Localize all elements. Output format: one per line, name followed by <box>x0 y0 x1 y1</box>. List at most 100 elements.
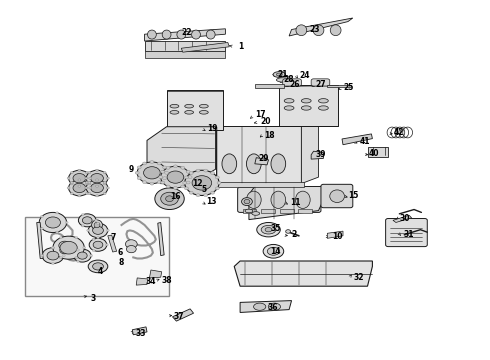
Text: 32: 32 <box>353 273 364 282</box>
Circle shape <box>89 238 107 251</box>
Circle shape <box>189 191 193 194</box>
Circle shape <box>95 219 98 221</box>
Ellipse shape <box>301 99 311 103</box>
Ellipse shape <box>199 104 208 108</box>
Circle shape <box>196 169 200 172</box>
Ellipse shape <box>88 260 108 273</box>
Text: 8: 8 <box>119 258 124 266</box>
Ellipse shape <box>296 25 307 36</box>
Circle shape <box>96 185 98 187</box>
Ellipse shape <box>246 191 261 208</box>
Ellipse shape <box>93 263 103 270</box>
Text: 27: 27 <box>316 80 326 89</box>
Circle shape <box>188 176 192 179</box>
Circle shape <box>150 161 154 163</box>
Polygon shape <box>393 215 412 222</box>
Circle shape <box>41 255 44 257</box>
Circle shape <box>85 187 88 189</box>
Circle shape <box>163 177 167 180</box>
Ellipse shape <box>92 220 102 230</box>
Circle shape <box>78 179 81 181</box>
Circle shape <box>96 179 98 181</box>
Circle shape <box>137 177 141 180</box>
Text: 16: 16 <box>170 192 181 201</box>
Circle shape <box>59 237 62 239</box>
FancyBboxPatch shape <box>386 219 427 247</box>
Text: 29: 29 <box>259 154 270 163</box>
Circle shape <box>166 166 170 169</box>
Circle shape <box>192 176 212 190</box>
Circle shape <box>184 187 188 190</box>
Ellipse shape <box>318 99 328 103</box>
Circle shape <box>86 170 108 186</box>
Circle shape <box>40 216 43 218</box>
Bar <box>216 126 301 184</box>
Bar <box>298 209 312 213</box>
Circle shape <box>76 249 79 251</box>
Text: 28: 28 <box>283 76 294 85</box>
Circle shape <box>167 171 184 183</box>
Text: 17: 17 <box>255 110 266 119</box>
Circle shape <box>181 166 185 169</box>
Circle shape <box>59 241 71 250</box>
Circle shape <box>78 169 81 171</box>
Ellipse shape <box>284 99 294 103</box>
Text: 3: 3 <box>91 294 96 302</box>
Text: 34: 34 <box>146 276 156 286</box>
Circle shape <box>91 174 103 183</box>
Circle shape <box>73 183 86 193</box>
Ellipse shape <box>268 247 280 255</box>
Circle shape <box>93 226 103 234</box>
Circle shape <box>85 177 88 179</box>
Circle shape <box>216 187 220 190</box>
Ellipse shape <box>162 30 171 39</box>
Circle shape <box>59 257 62 259</box>
Circle shape <box>103 193 106 195</box>
FancyBboxPatch shape <box>283 79 301 86</box>
Ellipse shape <box>271 191 286 208</box>
Text: 40: 40 <box>369 149 380 158</box>
Ellipse shape <box>222 154 237 174</box>
Circle shape <box>88 181 91 183</box>
Text: 35: 35 <box>270 225 281 234</box>
Ellipse shape <box>330 190 344 202</box>
Text: 9: 9 <box>129 166 134 175</box>
Circle shape <box>103 171 106 174</box>
Ellipse shape <box>199 111 208 114</box>
Bar <box>368 147 388 157</box>
Circle shape <box>77 252 87 259</box>
FancyBboxPatch shape <box>238 187 321 212</box>
Circle shape <box>51 247 54 249</box>
Ellipse shape <box>254 303 266 310</box>
Circle shape <box>163 166 167 169</box>
Ellipse shape <box>276 73 282 76</box>
Ellipse shape <box>170 104 179 108</box>
Circle shape <box>126 246 136 253</box>
Text: 33: 33 <box>135 329 146 338</box>
Circle shape <box>89 177 92 179</box>
Circle shape <box>103 181 106 183</box>
Circle shape <box>86 193 89 195</box>
Text: 30: 30 <box>400 215 411 223</box>
Ellipse shape <box>295 191 310 208</box>
Circle shape <box>60 247 70 254</box>
Ellipse shape <box>330 25 341 36</box>
Circle shape <box>46 217 60 228</box>
Polygon shape <box>240 301 292 312</box>
Ellipse shape <box>147 30 156 39</box>
Circle shape <box>159 176 163 179</box>
Ellipse shape <box>206 30 215 39</box>
Circle shape <box>204 169 208 172</box>
Circle shape <box>96 195 98 197</box>
Polygon shape <box>147 127 216 184</box>
Ellipse shape <box>185 111 194 114</box>
Circle shape <box>161 166 190 188</box>
Circle shape <box>157 181 161 184</box>
Circle shape <box>137 166 141 169</box>
Text: 24: 24 <box>299 71 310 80</box>
Circle shape <box>186 181 190 184</box>
Circle shape <box>67 177 70 179</box>
Circle shape <box>87 229 90 231</box>
Text: 4: 4 <box>98 266 103 276</box>
Text: 20: 20 <box>261 117 271 126</box>
